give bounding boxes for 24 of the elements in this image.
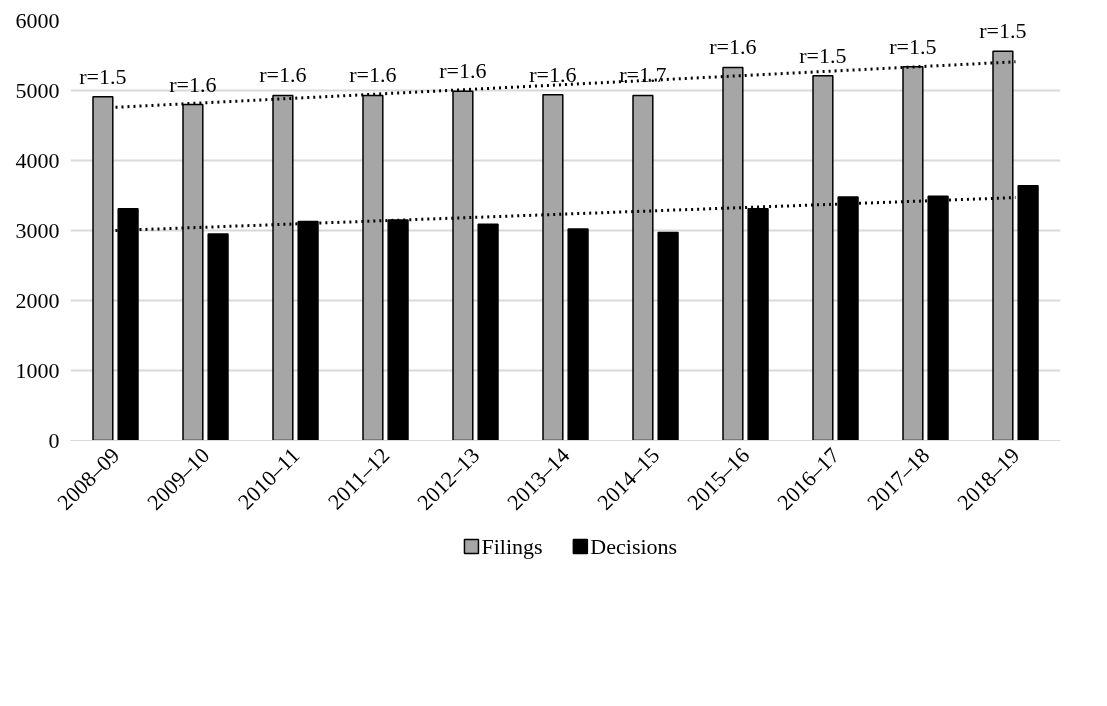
annotation: r=1.5 <box>979 18 1027 44</box>
y-tick-label: 3000 <box>15 217 60 243</box>
annotation: r=1.7 <box>619 62 667 88</box>
annotation: r=1.6 <box>709 34 757 60</box>
annotation: r=1.6 <box>439 58 487 84</box>
bar <box>567 228 589 441</box>
annotation: r=1.5 <box>799 42 847 68</box>
bar <box>657 231 679 441</box>
bar <box>207 233 229 441</box>
y-tick-label: 4000 <box>15 147 60 173</box>
annotation: r=1.6 <box>529 61 577 87</box>
legend-label: Decisions <box>590 534 678 559</box>
bar <box>477 223 499 441</box>
y-tick-label: 1000 <box>15 357 60 383</box>
legend-label: Filings <box>481 534 543 559</box>
annotation: r=1.6 <box>349 62 397 88</box>
y-tick-label: 2000 <box>15 287 60 313</box>
y-tick-label: 6000 <box>15 7 60 33</box>
y-tick-label: 5000 <box>15 77 60 103</box>
annotation: r=1.6 <box>169 71 217 97</box>
annotation: r=1.5 <box>79 63 127 89</box>
annotation: r=1.5 <box>889 33 937 59</box>
annotation: r=1.6 <box>259 62 307 88</box>
y-tick-label: 0 <box>48 427 60 453</box>
